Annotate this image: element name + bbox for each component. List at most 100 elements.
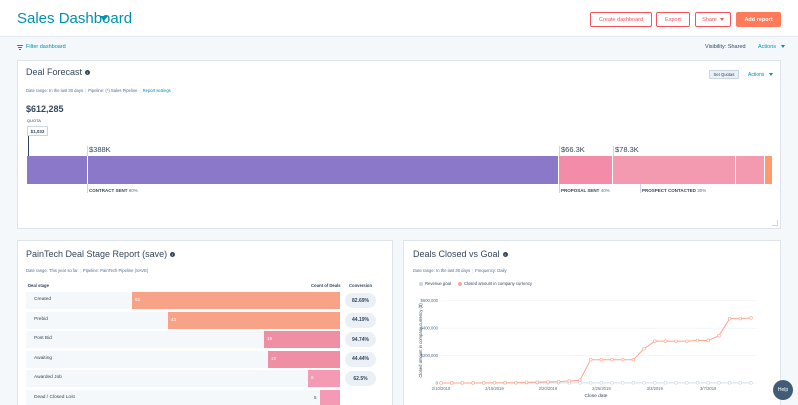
data-point[interactable] xyxy=(706,381,710,385)
info-icon[interactable]: i xyxy=(85,70,91,76)
deal-stage-report-meta: Date range: This year so far | Pipeline: P… xyxy=(26,268,149,273)
stage-bar[interactable] xyxy=(132,292,340,309)
data-point[interactable] xyxy=(674,339,678,343)
dashboard-actions-menu[interactable]: Actions xyxy=(758,44,785,50)
info-icon[interactable]: i xyxy=(170,252,176,258)
share-button[interactable]: Share xyxy=(695,12,731,27)
stage-bar[interactable] xyxy=(268,350,340,368)
dashboard-switch-chevron-down-icon[interactable] xyxy=(100,16,108,21)
help-button[interactable]: Help xyxy=(773,380,793,400)
legend-label: Closed amount in company currency xyxy=(464,281,532,286)
deals-closed-title-text: Deals Closed vs Goal xyxy=(413,249,500,259)
stage-bar[interactable] xyxy=(308,370,340,387)
data-point[interactable] xyxy=(631,357,636,362)
data-point[interactable] xyxy=(610,357,614,362)
forecast-amount-contract-sent: $388K xyxy=(89,145,111,154)
data-point[interactable] xyxy=(663,381,668,385)
data-point[interactable] xyxy=(717,334,721,338)
data-point[interactable] xyxy=(610,381,614,385)
data-point[interactable] xyxy=(653,339,657,343)
data-point[interactable] xyxy=(514,381,518,385)
data-point[interactable] xyxy=(695,381,700,385)
data-point[interactable] xyxy=(482,381,486,385)
stage-bar[interactable] xyxy=(168,311,340,329)
col-header-deal-stage[interactable]: Deal stage xyxy=(28,283,49,288)
data-point[interactable] xyxy=(449,381,454,385)
data-point[interactable] xyxy=(642,347,646,351)
table-row[interactable]: Awaiting 18 xyxy=(26,350,340,368)
forecast-segment-contract-sent[interactable] xyxy=(27,156,558,184)
stage-count: 18 xyxy=(271,355,277,361)
info-icon[interactable]: i xyxy=(502,252,508,258)
stage-pct: 40% xyxy=(600,188,610,193)
data-point[interactable] xyxy=(567,379,571,383)
data-point[interactable] xyxy=(749,381,753,385)
y-tick-label: 0 xyxy=(436,381,439,386)
forecast-segment-proposal-sent[interactable] xyxy=(559,156,612,184)
stage-name: PROPOSAL SENT xyxy=(561,188,600,193)
data-point[interactable] xyxy=(588,381,593,385)
data-point[interactable] xyxy=(653,381,657,385)
data-point[interactable] xyxy=(621,357,625,362)
table-row[interactable]: Created 52 xyxy=(26,292,340,309)
resize-handle-icon[interactable] xyxy=(772,220,778,226)
data-point[interactable] xyxy=(749,316,753,320)
stage-bar[interactable] xyxy=(264,331,340,348)
col-header-count[interactable]: Count of Deals xyxy=(311,283,341,288)
set-quotas-button[interactable]: Set Quotas xyxy=(709,70,739,79)
data-point[interactable] xyxy=(599,381,604,385)
x-tick-label: 2/10/2019 xyxy=(432,386,451,391)
data-point[interactable] xyxy=(706,338,710,343)
data-point[interactable] xyxy=(524,380,529,385)
data-point[interactable] xyxy=(738,316,743,321)
data-point[interactable] xyxy=(738,381,743,385)
filter-icon[interactable] xyxy=(17,45,23,50)
data-point[interactable] xyxy=(663,339,668,343)
export-button[interactable]: Export xyxy=(656,12,690,27)
col-header-conversion[interactable]: Conversion xyxy=(349,283,373,288)
data-point[interactable] xyxy=(546,380,550,384)
forecast-segment-other[interactable] xyxy=(736,156,764,184)
add-report-button[interactable]: Add report xyxy=(736,12,781,27)
quota-value: $1,033 xyxy=(27,126,48,136)
data-point[interactable] xyxy=(674,381,678,385)
data-point[interactable] xyxy=(631,381,636,385)
table-row[interactable]: Awarded Job 8 xyxy=(26,370,340,387)
data-point[interactable] xyxy=(717,381,721,385)
report-settings-link[interactable]: Report settings xyxy=(142,88,171,93)
data-point[interactable] xyxy=(578,378,582,382)
stage-bar[interactable] xyxy=(320,389,340,405)
forecast-actions-menu[interactable]: Actions xyxy=(748,72,773,78)
table-row[interactable]: Post Bid 19 xyxy=(26,331,340,348)
data-point[interactable] xyxy=(471,381,475,385)
data-point[interactable] xyxy=(685,381,689,385)
data-point[interactable] xyxy=(642,381,646,385)
forecast-segment-other-2[interactable] xyxy=(765,156,772,184)
legend-item-revenue-goal[interactable]: Revenue goal xyxy=(419,281,451,286)
stage-name: Awarded Job xyxy=(34,375,62,380)
data-point[interactable] xyxy=(621,381,625,385)
data-point[interactable] xyxy=(439,381,443,385)
data-point[interactable] xyxy=(695,338,700,343)
data-point[interactable] xyxy=(492,381,497,385)
quota-label: QUOTA xyxy=(27,118,41,123)
table-row[interactable]: Prebid 43 xyxy=(26,311,340,329)
forecast-amount-prospect-contacted: $78.3K xyxy=(615,145,639,154)
x-tick-label: 2/20/2019 xyxy=(539,386,558,391)
data-point[interactable] xyxy=(503,381,507,385)
data-point[interactable] xyxy=(599,357,604,362)
legend-item-closed-amount[interactable]: Closed amount in company currency xyxy=(458,281,532,286)
data-point[interactable] xyxy=(588,357,593,362)
dashboard-title[interactable]: Sales Dashboard xyxy=(17,10,133,27)
create-dashboard-button[interactable]: Create dashboard xyxy=(590,12,652,27)
filter-dashboard-link[interactable]: Filter dashboard xyxy=(26,44,66,50)
data-point[interactable] xyxy=(727,316,732,321)
data-point[interactable] xyxy=(727,381,732,385)
forecast-segment-prospect-contacted[interactable] xyxy=(613,156,735,184)
data-point[interactable] xyxy=(685,339,689,343)
table-row[interactable]: Dead / Closed Lost 5 xyxy=(26,389,340,405)
visibility-value: Shared xyxy=(727,44,746,50)
data-point[interactable] xyxy=(460,381,465,385)
data-point[interactable] xyxy=(535,380,539,384)
data-point[interactable] xyxy=(556,379,561,384)
